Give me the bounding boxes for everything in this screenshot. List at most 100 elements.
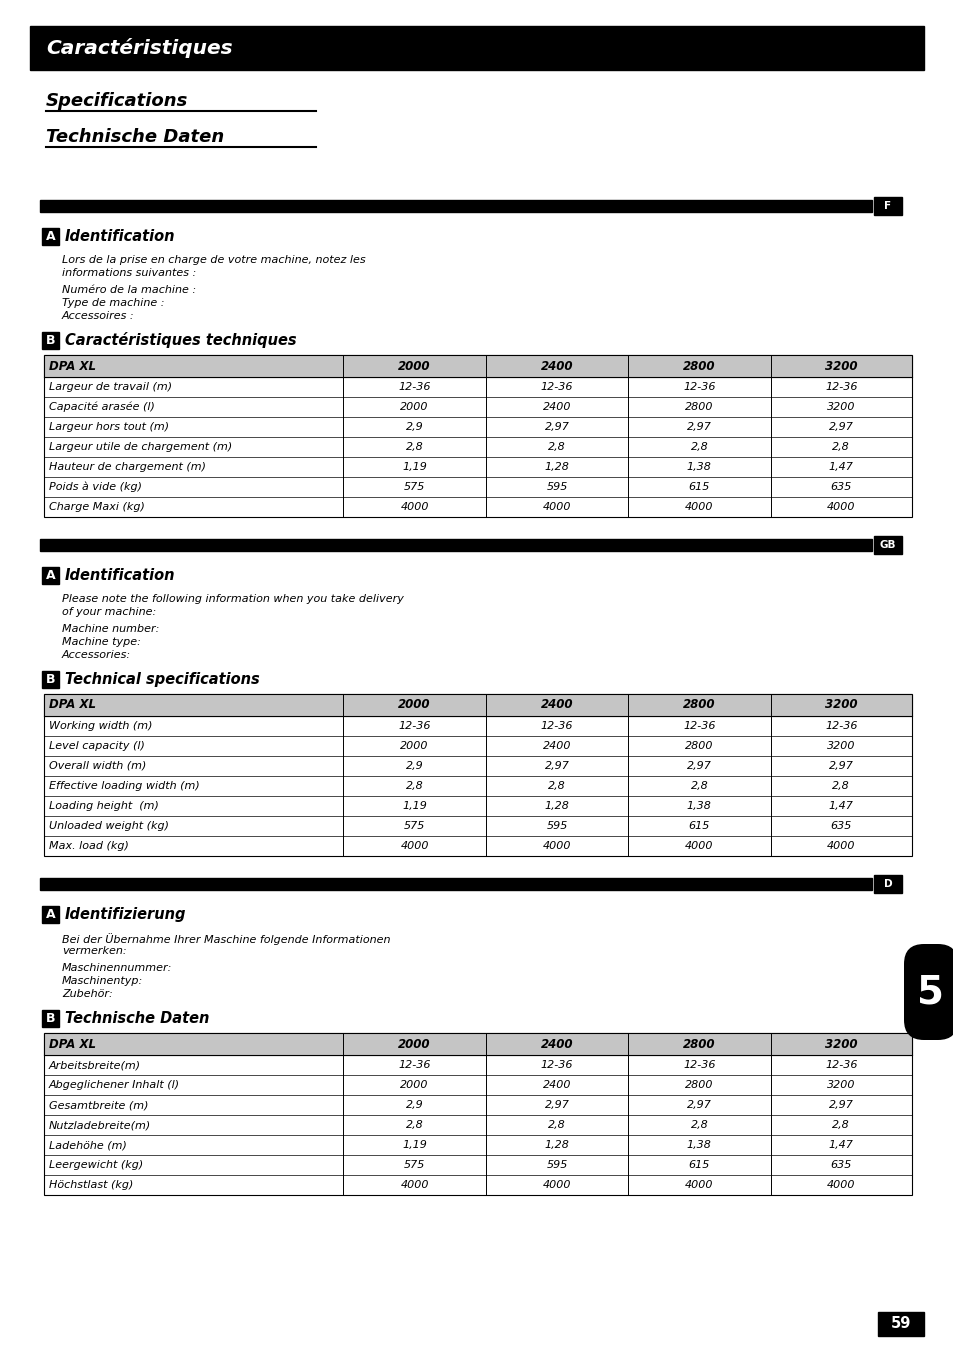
Text: 12-36: 12-36	[540, 382, 573, 391]
Text: Technical specifications: Technical specifications	[65, 672, 259, 687]
Text: 2400: 2400	[540, 698, 573, 711]
Text: DPA XL: DPA XL	[49, 1038, 96, 1050]
Text: 575: 575	[403, 1160, 425, 1170]
Bar	[40, 878, 871, 890]
Text: 635: 635	[830, 482, 851, 491]
Text: 1,19: 1,19	[402, 1139, 427, 1150]
Text: 2,8: 2,8	[405, 1120, 423, 1130]
Text: 2400: 2400	[542, 402, 571, 412]
Text: 2,97: 2,97	[828, 1100, 853, 1110]
Bar	[44, 694, 911, 716]
Text: 2,8: 2,8	[832, 782, 849, 791]
Text: 2800: 2800	[682, 359, 715, 373]
Text: Overall width (m): Overall width (m)	[49, 761, 146, 771]
Text: Gesamtbreite (m): Gesamtbreite (m)	[49, 1100, 149, 1110]
Text: Numéro de la machine :: Numéro de la machine :	[62, 285, 196, 296]
Text: 4000: 4000	[684, 841, 713, 850]
Text: Largeur utile de chargement (m): Largeur utile de chargement (m)	[49, 441, 232, 452]
Text: 2,8: 2,8	[832, 1120, 849, 1130]
Text: 59: 59	[890, 1316, 910, 1331]
Bar	[44, 355, 911, 517]
Text: 1,28: 1,28	[544, 1139, 569, 1150]
Text: Höchstlast (kg): Höchstlast (kg)	[49, 1180, 133, 1189]
Text: Lors de la prise en charge de votre machine, notez les: Lors de la prise en charge de votre mach…	[62, 255, 365, 265]
Text: Identifizierung: Identifizierung	[65, 907, 186, 922]
Text: 2,8: 2,8	[548, 1120, 565, 1130]
Text: 3200: 3200	[824, 1038, 857, 1050]
Text: Charge Maxi (kg): Charge Maxi (kg)	[49, 502, 145, 512]
Text: 2,8: 2,8	[690, 782, 707, 791]
Text: 1,19: 1,19	[402, 462, 427, 472]
Text: 1,28: 1,28	[544, 462, 569, 472]
Text: 12-36: 12-36	[824, 1060, 857, 1071]
Text: Accessories:: Accessories:	[62, 649, 131, 660]
Text: 5: 5	[917, 973, 943, 1011]
Text: 2,9: 2,9	[405, 761, 423, 771]
Text: Technische Daten: Technische Daten	[65, 1011, 209, 1026]
Text: Max. load (kg): Max. load (kg)	[49, 841, 129, 850]
Text: 2,97: 2,97	[544, 1100, 569, 1110]
Text: A: A	[46, 909, 55, 921]
Bar	[44, 1033, 911, 1195]
Text: 2000: 2000	[400, 741, 429, 751]
Text: 2,97: 2,97	[828, 761, 853, 771]
Text: Accessoires :: Accessoires :	[62, 310, 134, 321]
Text: 12-36: 12-36	[824, 382, 857, 391]
Bar	[877, 1312, 923, 1336]
Text: Hauteur de chargement (m): Hauteur de chargement (m)	[49, 462, 206, 472]
Text: Machine type:: Machine type:	[62, 637, 141, 647]
Text: 4000: 4000	[400, 502, 429, 512]
Bar	[30, 26, 923, 70]
Text: B: B	[46, 333, 55, 347]
Text: 2000: 2000	[398, 1038, 431, 1050]
Text: 2000: 2000	[400, 402, 429, 412]
Text: 12-36: 12-36	[398, 721, 431, 730]
Text: A: A	[46, 568, 55, 582]
Bar	[42, 228, 59, 244]
Text: 2800: 2800	[682, 698, 715, 711]
Bar	[42, 1010, 59, 1027]
Text: Identification: Identification	[65, 568, 175, 583]
Text: 595: 595	[546, 821, 567, 832]
Text: 2,8: 2,8	[405, 441, 423, 452]
Text: 2000: 2000	[398, 359, 431, 373]
Text: 1,47: 1,47	[828, 801, 853, 811]
Text: Largeur hors tout (m): Largeur hors tout (m)	[49, 423, 169, 432]
Text: 3200: 3200	[826, 402, 855, 412]
Text: 2400: 2400	[542, 741, 571, 751]
Text: 12-36: 12-36	[682, 1060, 715, 1071]
Text: 615: 615	[688, 1160, 709, 1170]
Text: D: D	[882, 879, 891, 890]
Text: 2400: 2400	[542, 1080, 571, 1089]
Text: Nutzladebreite(m): Nutzladebreite(m)	[49, 1120, 152, 1130]
Text: 2,97: 2,97	[544, 761, 569, 771]
Text: F: F	[883, 201, 891, 211]
Text: 2,8: 2,8	[548, 441, 565, 452]
Text: 2,97: 2,97	[686, 761, 711, 771]
Bar	[873, 875, 901, 892]
Text: vermerken:: vermerken:	[62, 946, 127, 956]
Text: 2000: 2000	[400, 1080, 429, 1089]
Text: 4000: 4000	[684, 1180, 713, 1189]
Bar	[40, 200, 871, 212]
Text: Effective loading width (m): Effective loading width (m)	[49, 782, 199, 791]
Text: 4000: 4000	[826, 841, 855, 850]
Bar	[44, 355, 911, 377]
Text: 1,47: 1,47	[828, 1139, 853, 1150]
Text: Level capacity (l): Level capacity (l)	[49, 741, 145, 751]
Text: 635: 635	[830, 1160, 851, 1170]
Text: 2000: 2000	[398, 698, 431, 711]
Bar	[42, 906, 59, 923]
FancyBboxPatch shape	[903, 944, 953, 1040]
Bar	[42, 332, 59, 350]
Text: GB: GB	[879, 540, 895, 549]
Text: Identification: Identification	[65, 230, 175, 244]
Text: 635: 635	[830, 821, 851, 832]
Text: 12-36: 12-36	[398, 382, 431, 391]
Text: 4000: 4000	[684, 502, 713, 512]
Text: 3200: 3200	[824, 698, 857, 711]
Text: Maschinennummer:: Maschinennummer:	[62, 963, 172, 973]
Bar	[42, 567, 59, 585]
Text: 4000: 4000	[400, 1180, 429, 1189]
Text: A: A	[46, 230, 55, 243]
